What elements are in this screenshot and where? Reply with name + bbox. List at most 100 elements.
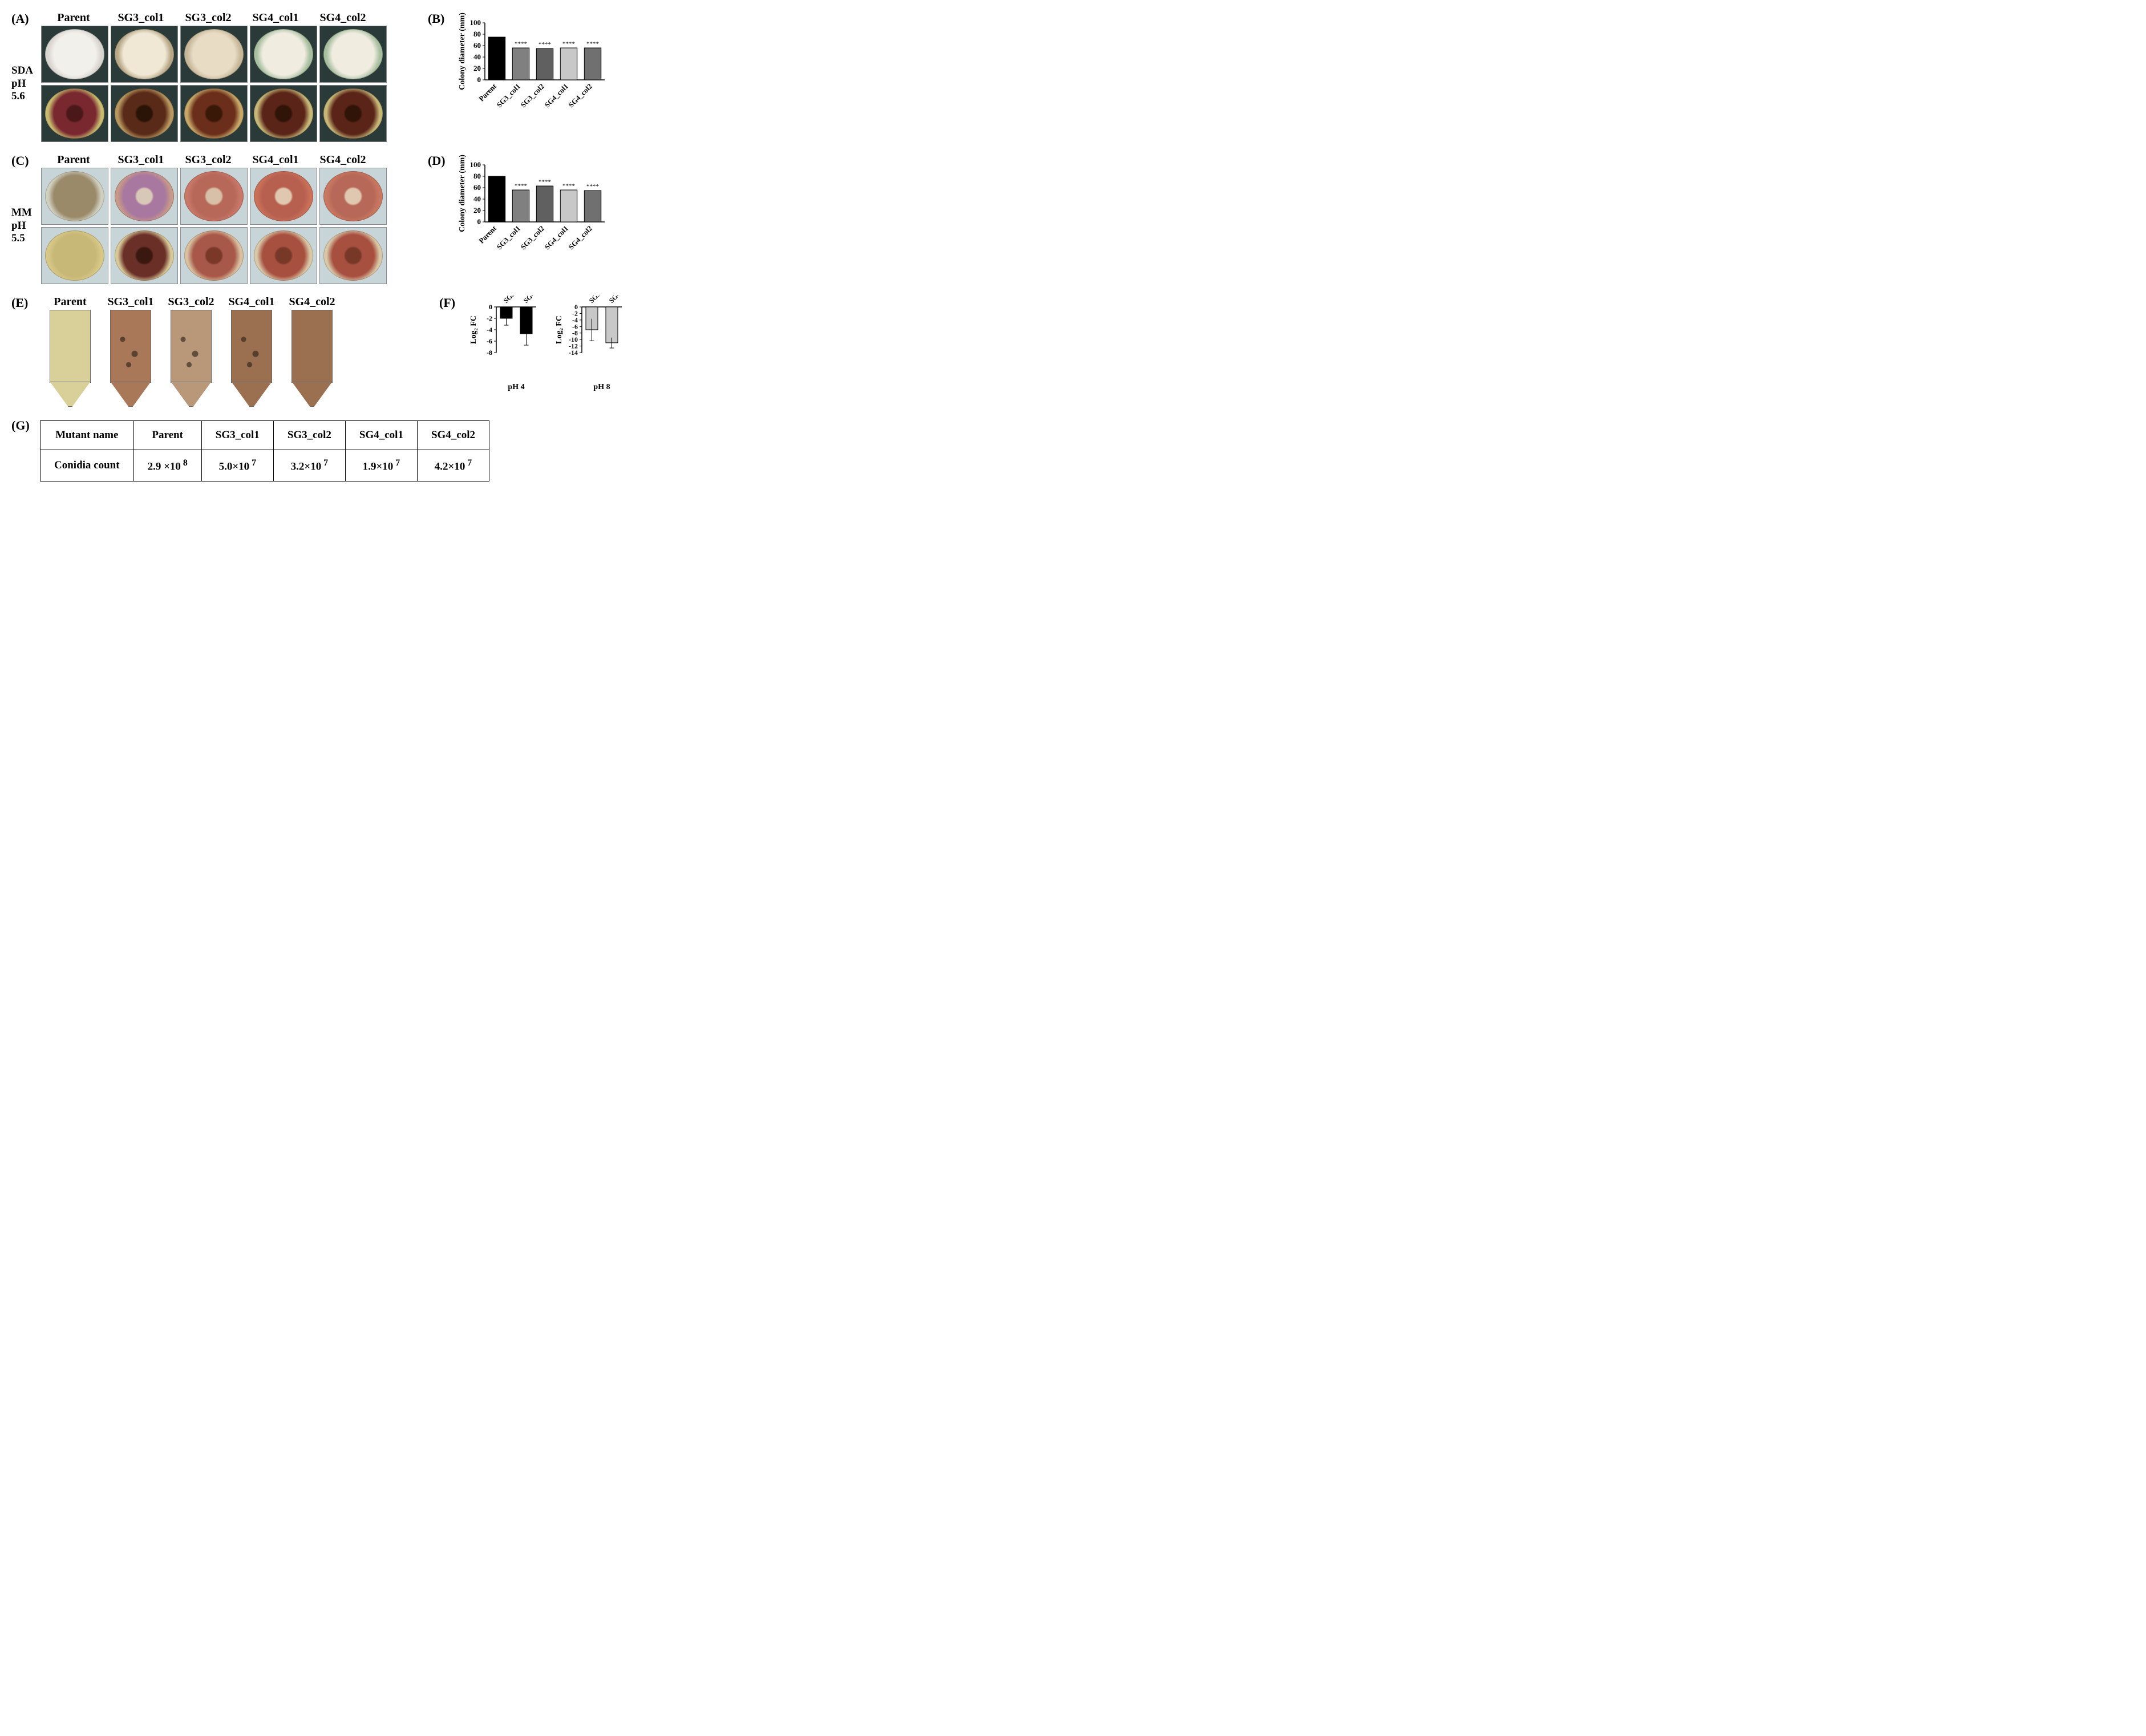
svg-text:****: ****	[562, 41, 575, 47]
col-header: SG4_col1	[242, 11, 309, 25]
table-header-cell: Mutant name	[41, 421, 134, 450]
svg-text:SG3_col1: SG3_col1	[495, 224, 522, 252]
plate-image	[180, 26, 248, 83]
svg-text:40: 40	[473, 52, 481, 61]
col-header: SG4_col2	[309, 11, 376, 25]
svg-text:0: 0	[574, 303, 578, 311]
panel-label-f: (F)	[439, 296, 462, 395]
panel-c-rowlabel-1: MM	[11, 207, 40, 220]
svg-text:Parent: Parent	[477, 82, 498, 103]
panel-a-content: Parent SG3_col1 SG3_col2 SG4_col1 SG4_co…	[40, 11, 388, 143]
col-header: SG4_col1	[242, 153, 309, 167]
panel-e-content: Parent SG3_col1 SG3_col2 SG4_col1 SG4_co…	[40, 296, 342, 408]
svg-text:100: 100	[470, 160, 481, 169]
panel-c-content: Parent SG3_col1 SG3_col2 SG4_col1 SG4_co…	[40, 153, 388, 285]
plate-image	[180, 85, 248, 142]
svg-text:SG4_col2: SG4_col2	[608, 296, 627, 305]
col-header: SG3_col2	[175, 153, 242, 167]
plate-image	[180, 168, 248, 225]
plate-image	[319, 227, 387, 284]
row-ef: (E) Parent SG3_col1 SG3_col2 SG4_col1 SG…	[11, 296, 727, 408]
panel-label-b: (B)	[428, 11, 451, 123]
col-header: SG3_col2	[175, 11, 242, 25]
svg-text:-4: -4	[487, 326, 492, 334]
panel-a-headers: Parent SG3_col1 SG3_col2 SG4_col1 SG4_co…	[40, 11, 388, 25]
plate-image	[41, 168, 108, 225]
table-header-cell: SG3_col1	[201, 421, 273, 450]
table-g: Mutant nameParentSG3_col1SG3_col2SG4_col…	[40, 420, 489, 481]
col-header: SG4_col1	[221, 296, 282, 309]
table-header-cell: SG4_col1	[345, 421, 417, 450]
panel-c-rowlabel-2: pH 5.5	[11, 220, 40, 246]
svg-text:Parent: Parent	[477, 224, 498, 245]
table-value-cell: 5.0×10 7	[201, 450, 273, 481]
tube-image	[41, 310, 99, 407]
plate-image	[41, 227, 108, 284]
svg-text:****: ****	[586, 41, 599, 47]
svg-text:SG4_col1: SG4_col1	[542, 82, 570, 110]
plates-a	[40, 25, 388, 143]
svg-text:80: 80	[473, 30, 481, 38]
svg-text:-8: -8	[487, 349, 492, 357]
col-header: SG4_col2	[309, 153, 376, 167]
tube-image	[222, 310, 281, 407]
plate-image	[250, 26, 317, 83]
plate-image	[250, 168, 317, 225]
svg-text:40: 40	[473, 195, 481, 203]
col-header: SG3_col2	[161, 296, 221, 309]
tube-image	[162, 310, 220, 407]
figure-root: (A) Parent SG3_col1 SG3_col2 SG4_col1 SG…	[11, 11, 727, 481]
chart-f2: -14-12-10-8-6-4-20Log₂ FCSG3_col1SG4_col…	[553, 296, 627, 395]
panel-a-rowlabel-1: SDA	[11, 64, 40, 78]
plates-c	[40, 167, 388, 285]
svg-text:SG3_col1: SG3_col1	[495, 82, 522, 110]
plate-image	[41, 85, 108, 142]
barchart-svg: -8-6-4-20Log₂ FCSG3_col1SG4_col2pH 4	[468, 296, 542, 392]
svg-text:Colony diameter (mm): Colony diameter (mm)	[458, 13, 467, 90]
svg-text:20: 20	[473, 64, 481, 72]
panel-c-headers: Parent SG3_col1 SG3_col2 SG4_col1 SG4_co…	[40, 153, 388, 167]
col-header: SG3_col1	[100, 296, 161, 309]
svg-text:SG4_col2: SG4_col2	[566, 82, 594, 110]
col-header: Parent	[40, 296, 100, 309]
plate-image	[111, 227, 178, 284]
table-value-cell: 1.9×10 7	[345, 450, 417, 481]
plate-image	[111, 85, 178, 142]
svg-text:60: 60	[473, 183, 481, 192]
svg-text:0: 0	[477, 217, 481, 226]
svg-text:SG4_col2: SG4_col2	[522, 296, 542, 305]
table-value-cell: 4.2×10 7	[417, 450, 489, 481]
svg-text:SG4_col1: SG4_col1	[542, 224, 570, 252]
col-header: SG3_col1	[107, 153, 175, 167]
plate-image	[319, 85, 387, 142]
plate-image	[180, 227, 248, 284]
plate-image	[111, 26, 178, 83]
svg-text:****: ****	[562, 183, 575, 189]
svg-text:SG3_col2: SG3_col2	[519, 82, 546, 110]
svg-text:0: 0	[489, 303, 492, 311]
plate-image	[41, 26, 108, 83]
tube-image	[283, 310, 341, 407]
svg-text:Log₂ FC: Log₂ FC	[555, 315, 564, 344]
svg-text:Colony diameter (mm): Colony diameter (mm)	[458, 155, 467, 232]
plate-image	[111, 168, 178, 225]
row-cd: (C) Parent SG3_col1 SG3_col2 SG4_col1 SG…	[11, 153, 727, 285]
table-value-cell: 2.9 ×10 8	[133, 450, 201, 481]
svg-text:SG3_col2: SG3_col2	[519, 224, 546, 252]
svg-text:pH 8: pH 8	[593, 383, 610, 391]
col-header: Parent	[40, 11, 107, 25]
col-header: Parent	[40, 153, 107, 167]
svg-text:****: ****	[515, 183, 527, 189]
svg-text:****: ****	[515, 41, 527, 47]
panel-a-rowlabel-2: pH 5.6	[11, 78, 40, 104]
barchart-svg: -14-12-10-8-6-4-20Log₂ FCSG3_col1SG4_col…	[553, 296, 627, 392]
svg-text:100: 100	[470, 18, 481, 27]
svg-text:-2: -2	[487, 314, 492, 322]
plate-image	[250, 227, 317, 284]
panel-label-e: (E)	[11, 296, 34, 408]
svg-text:****: ****	[538, 179, 551, 185]
svg-text:0: 0	[477, 75, 481, 84]
table-header-cell: SG3_col2	[273, 421, 345, 450]
panel-e-headers: Parent SG3_col1 SG3_col2 SG4_col1 SG4_co…	[40, 296, 342, 309]
chart-d: 020406080100Colony diameter (mm)Parent**…	[456, 153, 610, 265]
